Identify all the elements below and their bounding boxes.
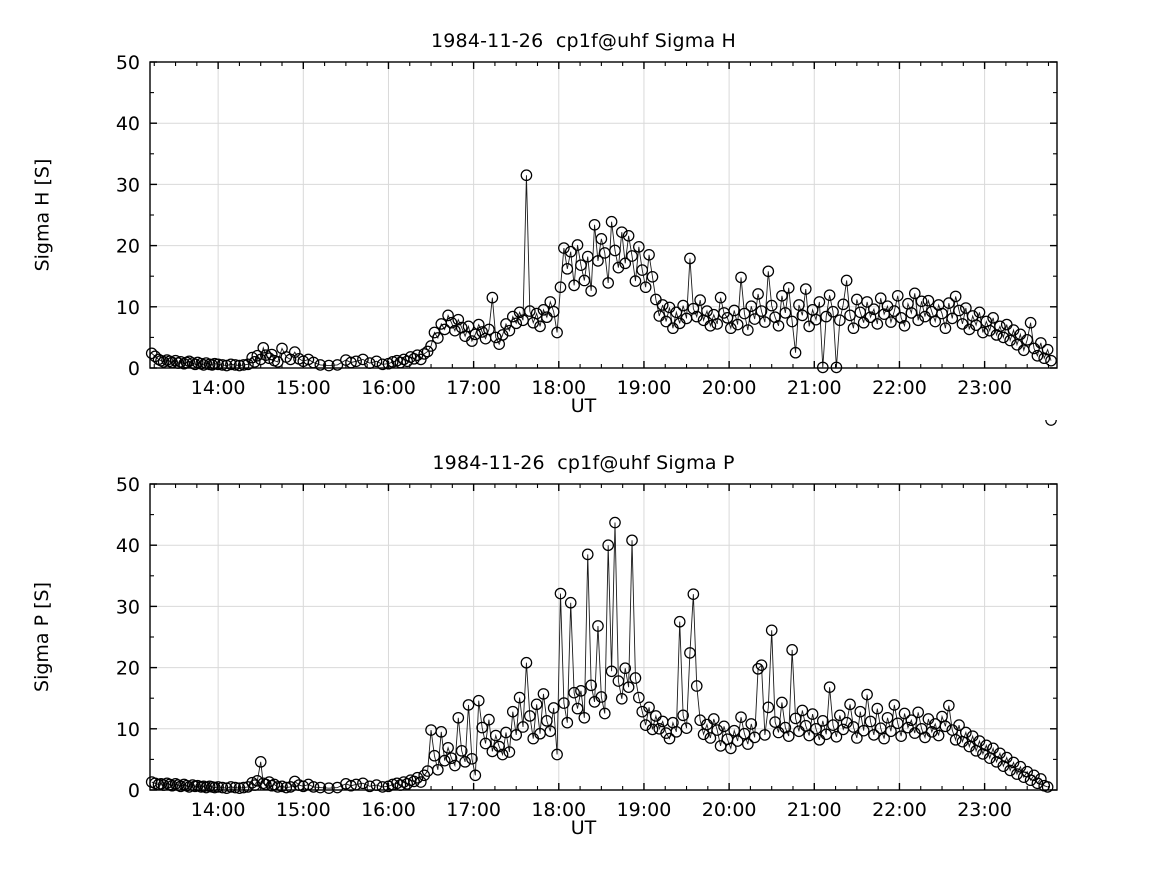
svg-text:15:00: 15:00 (276, 377, 331, 399)
chart-title-sigma-p: 1984-11-26 cp1f@uhf Sigma P (432, 452, 735, 474)
svg-text:20: 20 (116, 658, 140, 680)
svg-text:20:00: 20:00 (702, 799, 757, 821)
svg-text:23:00: 23:00 (957, 377, 1012, 399)
svg-text:16:00: 16:00 (361, 799, 416, 821)
svg-text:0: 0 (128, 780, 140, 802)
svg-text:14:00: 14:00 (191, 799, 246, 821)
svg-text:50: 50 (116, 52, 140, 74)
chart-panel-sigma-h: 1984-11-26 cp1f@uhf Sigma H Sigma H [S] … (0, 0, 1167, 437)
svg-text:21:00: 21:00 (787, 377, 842, 399)
svg-text:18:00: 18:00 (531, 377, 586, 399)
svg-text:21:00: 21:00 (787, 799, 842, 821)
svg-text:19:00: 19:00 (617, 377, 672, 399)
svg-text:17:00: 17:00 (446, 799, 501, 821)
svg-text:18:00: 18:00 (531, 799, 586, 821)
svg-text:15:00: 15:00 (276, 799, 331, 821)
plot-area-sigma-h: 0 10 20 30 40 50 14:00 15:00 16:00 17:00 18:00 19:0… (116, 52, 1058, 399)
chart-panel-sigma-p: 1984-11-26 cp1f@uhf Sigma P Sigma P [S] … (0, 420, 1167, 875)
svg-text:17:00: 17:00 (446, 377, 501, 399)
svg-text:10: 10 (116, 297, 140, 319)
svg-text:20: 20 (116, 236, 140, 258)
svg-text:16:00: 16:00 (361, 377, 416, 399)
svg-text:30: 30 (116, 596, 140, 618)
svg-text:23:00: 23:00 (957, 799, 1012, 821)
chart-title-sigma-h: 1984-11-26 cp1f@uhf Sigma H (430, 30, 737, 52)
svg-text:0: 0 (128, 358, 140, 380)
plot-area-sigma-p: 0 10 20 30 40 50 14:00 15:00 16:00 17:00 18:00 19:0… (116, 420, 1058, 821)
svg-text:40: 40 (116, 535, 140, 557)
x-axis-label-sigma-h: UT (570, 395, 597, 417)
svg-text:10: 10 (116, 719, 140, 741)
svg-text:14:00: 14:00 (191, 377, 246, 399)
svg-text:22:00: 22:00 (872, 799, 927, 821)
svg-text:19:00: 19:00 (617, 799, 672, 821)
svg-text:22:00: 22:00 (872, 377, 927, 399)
svg-text:50: 50 (116, 474, 140, 496)
svg-text:20:00: 20:00 (702, 377, 757, 399)
svg-text:30: 30 (116, 174, 140, 196)
x-axis-label-sigma-p: UT (570, 817, 597, 839)
svg-text:40: 40 (116, 113, 140, 135)
